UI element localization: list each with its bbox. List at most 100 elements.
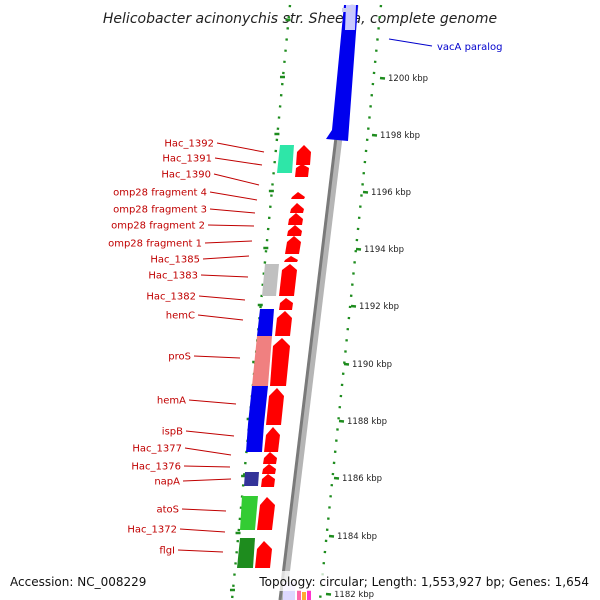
kbp-tick-mark [333,476,340,480]
gene-label: omp28 fragment 4 [113,188,207,199]
map-title: Helicobacter acinonychis str. Sheeba, co… [103,11,497,27]
gene-label-connector [213,173,260,186]
gene-label-connector [204,240,253,244]
footer-topology-bg [265,571,600,591]
gene-label: Hac_1382 [146,292,196,303]
kbp-tick-mark [343,362,350,366]
kbp-tick-label: 1184 kbp [337,532,377,542]
cog-block-proS [252,336,272,386]
kbp-tick-mark [379,76,386,80]
gene-label-connector [198,295,246,301]
gene-label-connector [188,399,237,405]
gene-arrow-frag4 [291,192,305,199]
gene-arrow-flgI [255,541,272,568]
gene-label-connector [200,274,249,278]
kbp-tick-label: 1198 kbp [380,131,420,141]
gene-arrow-1385a [285,236,301,254]
gene-label-connector [202,255,250,260]
gene-label: hemC [166,311,195,322]
gene-label-connector [185,430,235,437]
gene-label-connector [216,142,265,153]
cog-block-napA [244,472,259,486]
kbp-tick-mark [350,304,357,308]
gene-label-connector [177,549,224,553]
kbp-tick-mark [355,247,362,251]
bottom-mark-d [307,590,311,600]
accession-text: Accession: NC_008229 [10,575,146,589]
gene-arrow-frag1 [287,225,302,236]
gene-arrow-frag3 [290,203,304,213]
cog-block-1383 [262,264,279,296]
gene-arrow-1391 [295,164,309,177]
gene-arrow-1377 [263,452,277,464]
kbp-tick-label: 1188 kbp [347,417,387,427]
gene-label: omp28 fragment 3 [113,205,207,216]
cog-block-hemA [248,386,268,424]
gene-arrow-frag2 [288,213,303,225]
kbp-tick-mark [328,534,335,538]
kbp-tick-label: 1182 kbp [334,590,374,600]
kbp-tick-label: 1200 kbp [388,74,428,84]
gene-label-connector [184,447,232,456]
gene-label-connector [182,478,232,482]
gene-arrow-proS [270,338,290,386]
gene-label: Hac_1392 [164,139,214,150]
kbp-tick-label: 1194 kbp [364,245,404,255]
gene-label: Hac_1383 [148,271,198,282]
cog-block-atoS [240,496,258,530]
vacA-paralog-arrow [326,5,358,141]
gc-ring-dashes [229,18,291,592]
gene-label: proS [168,352,191,363]
kbp-tick-label: 1196 kbp [371,188,411,198]
bottom-mark-b [297,590,301,600]
gene-label-connector [209,191,258,201]
gene-label-connector [197,314,244,321]
gene-label: omp28 fragment 1 [108,239,202,250]
gene-arrow-napA [261,474,275,487]
callout-line [388,38,433,47]
gene-arrow-1385b [284,256,298,262]
gene-label: Hac_1391 [162,154,212,165]
gene-arrow-ispB [264,427,280,452]
top-mark-1 [342,8,352,12]
gene-label-connector [207,224,255,227]
kbp-ticks: 1200 kbp 1198 kbp 1196 kbp 1194 kbp 1192 kbp… [325,74,428,600]
kbp-tick-label: 1186 kbp [342,474,382,484]
gene-arrow-1383 [279,264,297,296]
gene-label: hemA [157,396,186,407]
gene-label-connector [209,208,256,214]
topology-text: Topology: circular; Length: 1,553,927 bp… [258,575,589,589]
gene-label: Hac_1390 [161,170,211,181]
gene-label: flgI [159,546,175,557]
gene-label-connector [193,355,241,359]
cog-block-hemC [257,309,274,336]
kbp-tick-mark [371,133,378,137]
gene-arrow-hemA [266,388,284,425]
kbp-tick-label: 1192 kbp [359,302,399,312]
gene-arrow-atoS [257,497,275,530]
gene-label: Hac_1385 [150,255,200,266]
gene-label: Hac_1376 [131,462,181,473]
kbp-tick-mark [338,419,345,423]
gene-features [237,145,311,600]
gene-arrow-1376 [262,464,276,474]
gene-label: Hac_1372 [127,525,177,536]
gene-label-connector [183,465,231,468]
gene-arrow-1392 [296,145,311,165]
gene-label: Hac_1377 [132,444,182,455]
gene-label: atoS [156,505,179,516]
gene-label: ispB [162,427,183,438]
bottom-mark-c [302,592,306,600]
kbp-tick-label: 1190 kbp [352,360,392,370]
kbp-tick-mark [362,190,369,194]
gene-label: omp28 fragment 2 [111,221,205,232]
gene-label: napA [154,477,180,488]
gene-labels: Hac_1392 Hac_1391 Hac_1390 omp28 fragment 4… [108,139,265,557]
gene-arrow-1382 [279,298,293,310]
cog-block-1392 [277,145,294,173]
cog-block-ispB [246,424,264,452]
gene-arrow-hemC [275,311,292,336]
gene-label-connector [179,528,226,533]
